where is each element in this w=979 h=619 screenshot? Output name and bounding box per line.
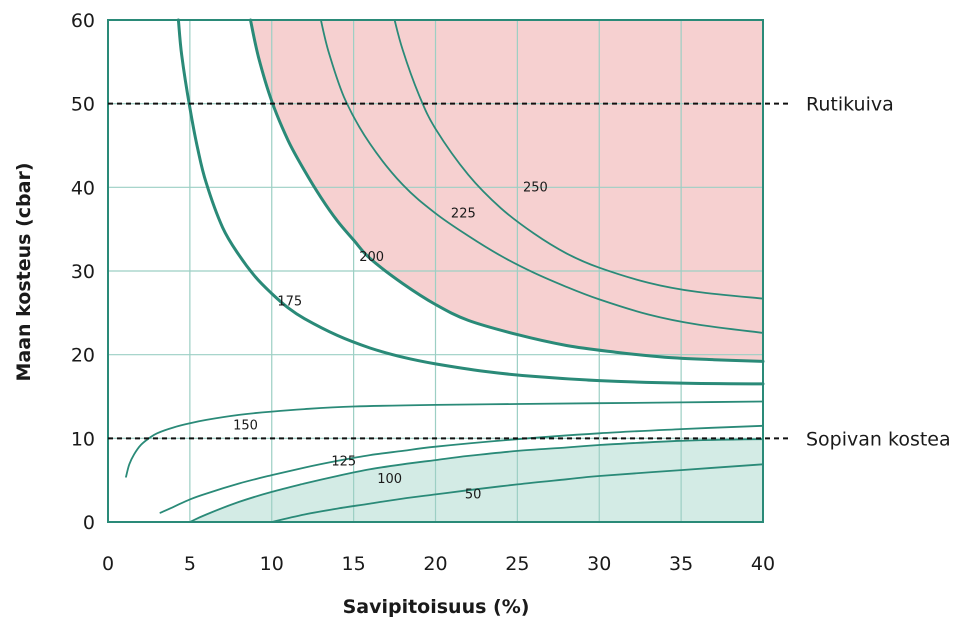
curve-225 [320,19,764,334]
x-tick-label: 25 [505,553,529,575]
x-tick-label: 0 [102,553,114,575]
curve-200 [249,18,765,363]
curve-label-150: 150 [233,418,258,433]
curves [125,18,765,523]
x-tick-label: 15 [342,553,366,575]
y-tick-label: 40 [71,177,95,199]
reference-lines: Rutikuiva Sopivan kostea [108,94,951,450]
curve-150 [125,400,764,478]
x-tick-label: 40 [751,553,775,575]
region-dry [250,20,763,362]
y-tick-label: 0 [83,512,95,534]
y-tick-label: 10 [71,428,95,450]
curve-175 [176,18,765,386]
y-tick-label: 30 [71,261,95,283]
y-tick-label: 60 [71,10,95,32]
axis-ticks: 0 5 10 15 20 25 30 35 40 0 10 20 30 40 50 60 [71,10,775,575]
x-tick-label: 30 [587,553,611,575]
curve-labels: 250 225 200 175 150 125 100 50 [233,181,548,503]
curve-label-225: 225 [451,207,476,222]
x-tick-label: 5 [184,553,196,575]
y-axis-title: Maan kosteus (cbar) [13,162,35,381]
curve-50 [270,463,764,523]
reference-label-0: Rutikuiva [806,94,894,116]
curve-label-250: 250 [523,181,548,196]
regions [189,20,763,522]
curve-125 [159,424,764,514]
x-tick-label: 20 [423,553,447,575]
region-moist [189,439,763,522]
x-tick-label: 10 [260,553,284,575]
curve-label-125: 125 [331,454,356,469]
curve-label-100: 100 [377,472,402,487]
plot-frame [107,19,764,523]
y-tick-label: 20 [71,345,95,367]
curve-250 [393,19,764,300]
y-tick-label: 50 [71,94,95,116]
curve-label-200: 200 [359,250,384,265]
curve-100 [189,438,764,523]
reference-label-1: Sopivan kostea [806,428,951,450]
curve-label-50: 50 [465,488,482,503]
x-axis-title: Savipitoisuus (%) [343,596,530,618]
curve-label-175: 175 [277,294,302,309]
x-tick-label: 35 [669,553,693,575]
